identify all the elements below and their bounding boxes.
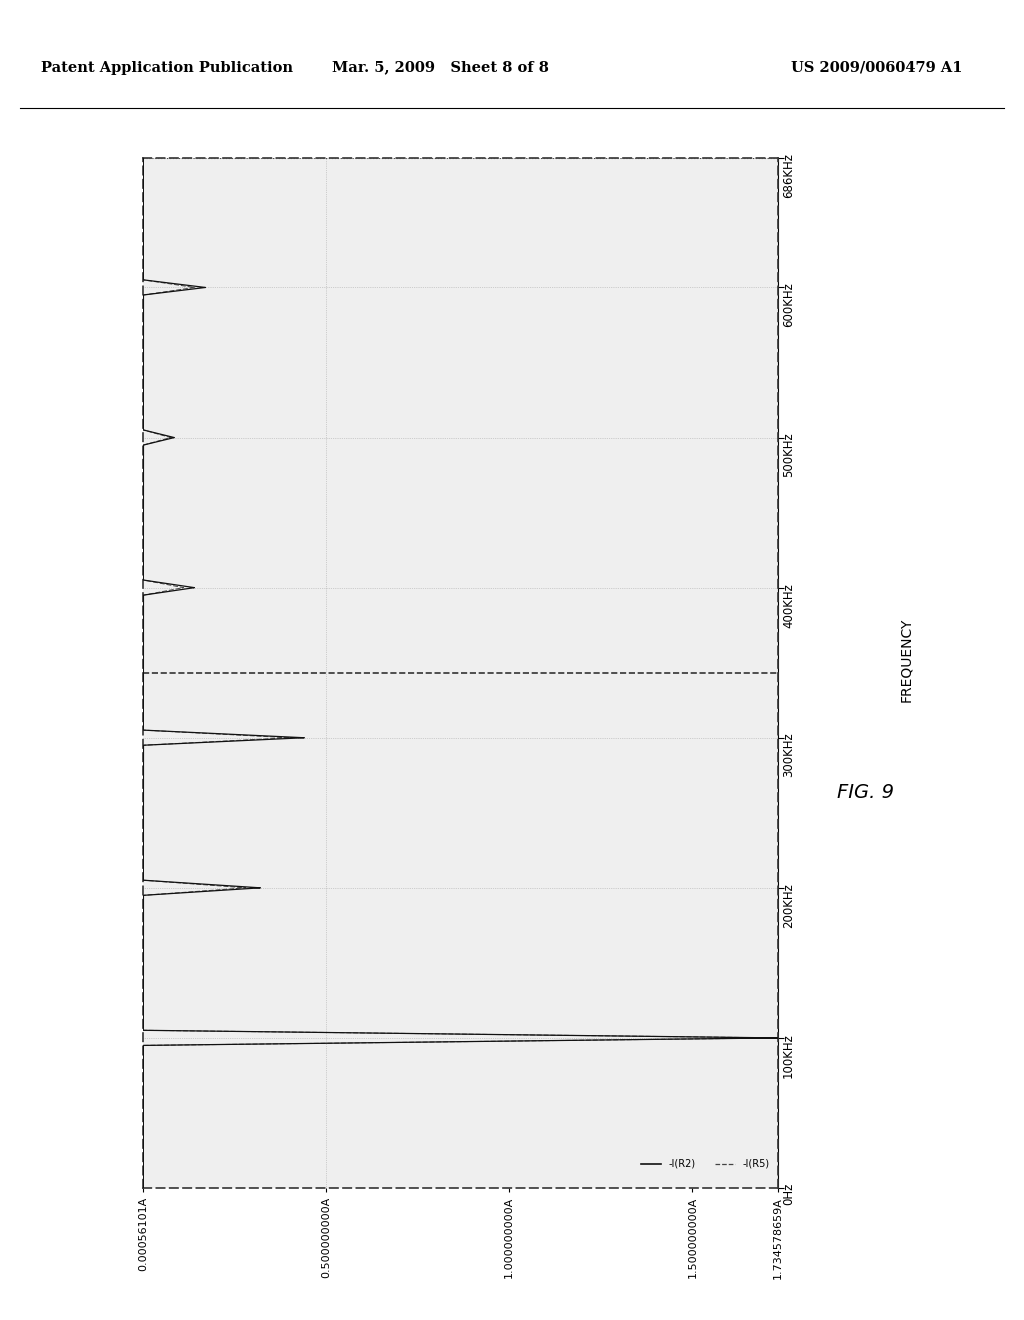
Legend: -I(R2), -I(R5): -I(R2), -I(R5) xyxy=(638,1155,773,1173)
Text: Patent Application Publication: Patent Application Publication xyxy=(41,61,293,75)
Text: Mar. 5, 2009   Sheet 8 of 8: Mar. 5, 2009 Sheet 8 of 8 xyxy=(332,61,549,75)
Text: FIG. 9: FIG. 9 xyxy=(837,783,894,801)
Text: US 2009/0060479 A1: US 2009/0060479 A1 xyxy=(792,61,963,75)
Text: FREQUENCY: FREQUENCY xyxy=(899,618,913,702)
